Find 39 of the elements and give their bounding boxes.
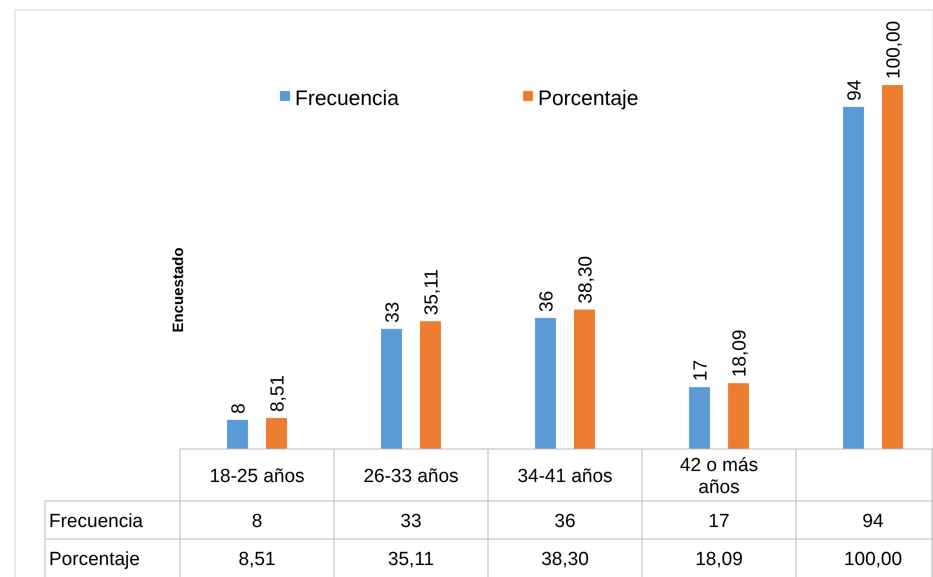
text: 18,09 xyxy=(730,330,750,378)
text: Porcentaje xyxy=(49,549,140,570)
bar xyxy=(689,387,710,449)
bar xyxy=(420,321,441,449)
text: 33 xyxy=(382,302,404,323)
data-label: 35,11 xyxy=(388,549,434,570)
text: 100,00 xyxy=(884,20,904,79)
text: 36 xyxy=(536,290,558,312)
bar xyxy=(882,85,903,449)
text: 8 xyxy=(228,403,250,414)
data-label: 18,09 xyxy=(695,549,743,570)
bar xyxy=(381,328,402,449)
text: 17 xyxy=(690,360,712,382)
y-axis-title: Encuestado xyxy=(170,247,187,333)
bar xyxy=(535,318,556,449)
x-tick-label: 26-33 años xyxy=(363,466,459,487)
data-label: 8,51 xyxy=(238,549,276,570)
data-label: 100,00 xyxy=(844,549,902,570)
legend-label: Porcentaje xyxy=(538,87,638,110)
data-label: 36 xyxy=(554,511,576,532)
text: 94 xyxy=(844,80,866,101)
data-label: 38,30 xyxy=(541,549,589,570)
text: 38,30 xyxy=(576,256,596,304)
x-tick-label: 18-25 años xyxy=(209,466,305,487)
text: 8,51 xyxy=(268,375,288,412)
legend-label: Frecuencia xyxy=(295,87,400,110)
bar xyxy=(574,310,595,449)
text: 35,11 xyxy=(422,269,442,316)
data-label: 94 xyxy=(862,511,884,532)
text: Frecuencia xyxy=(49,511,143,532)
data-label: 8 xyxy=(252,511,262,532)
bar xyxy=(227,420,248,449)
bar xyxy=(843,106,864,449)
data-label: 33 xyxy=(400,511,422,532)
bar xyxy=(266,418,287,449)
data-label: 17 xyxy=(708,511,730,532)
bar xyxy=(728,383,749,449)
x-tick-label: 42 o más años xyxy=(680,455,758,498)
x-tick-label: 34-41 años xyxy=(517,466,613,487)
